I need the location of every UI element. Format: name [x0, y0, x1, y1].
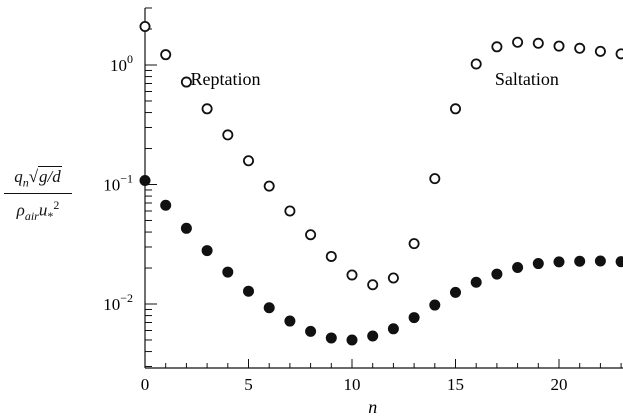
data-point-filled	[243, 285, 254, 297]
data-point-filled	[615, 256, 623, 268]
data-point-open	[180, 76, 192, 88]
data-point-open	[553, 40, 565, 52]
data-point-open	[449, 103, 461, 115]
data-point-filled	[201, 245, 213, 257]
y-label-air: air	[24, 209, 39, 224]
x-tick-label: 20	[551, 375, 568, 394]
data-point-filled	[387, 323, 399, 335]
data-point-open	[284, 205, 296, 217]
data-point-filled	[450, 286, 461, 298]
chart-axes	[144, 8, 623, 369]
data-point-filled	[553, 256, 565, 268]
data-point-open	[470, 58, 482, 70]
y-tick-label: 10−2	[103, 291, 133, 314]
data-point-open	[242, 155, 254, 167]
data-point-filled	[263, 302, 275, 314]
data-point-open	[532, 37, 544, 49]
data-point-open	[201, 103, 213, 115]
y-tick-label: 100	[110, 52, 133, 75]
data-point-open	[263, 180, 275, 192]
chart-labels: Reptation Saltation n	[191, 69, 559, 417]
y-label-rho: ρ	[16, 201, 25, 221]
data-point-filled	[491, 268, 503, 280]
data-point-open	[222, 129, 234, 141]
y-label-radical: g/d	[38, 166, 62, 186]
data-point-open	[408, 238, 420, 250]
data-point-open	[574, 42, 586, 54]
y-axis-label: qn√g/d ρairu*2	[4, 166, 72, 222]
data-point-open	[512, 36, 524, 48]
data-point-filled	[160, 199, 172, 211]
x-tick-label: 5	[244, 375, 253, 394]
y-label-gd: g/d	[39, 167, 61, 186]
data-point-open	[305, 229, 317, 241]
y-label-star: *	[47, 209, 54, 224]
data-point-filled	[470, 276, 482, 288]
data-point-open	[491, 41, 503, 53]
y-label-sq: 2	[53, 198, 60, 213]
y-axis-label-numerator: qn√g/d	[4, 166, 72, 195]
data-point-filled	[574, 255, 586, 267]
x-axis-label: n	[368, 397, 377, 417]
data-point-filled	[594, 255, 606, 267]
chart-marks	[139, 20, 623, 346]
x-tick-label: 0	[141, 375, 150, 394]
data-point-open	[429, 173, 441, 185]
data-point-open	[387, 272, 399, 284]
data-point-filled	[284, 315, 296, 327]
data-point-filled	[180, 222, 192, 234]
data-point-open	[325, 250, 337, 262]
x-tick-label: 15	[447, 375, 464, 394]
y-label-n: n	[22, 175, 29, 190]
data-point-open	[367, 279, 379, 291]
annotation-reptation: Reptation	[191, 69, 261, 89]
data-point-filled	[222, 266, 234, 278]
y-axis-label-denominator: ρairu*2	[4, 194, 72, 222]
data-point-filled	[346, 334, 358, 346]
data-point-filled	[512, 262, 524, 274]
x-tick-label: 10	[344, 375, 361, 394]
y-tick-label: 10−1	[103, 172, 133, 195]
y-label-q: q	[14, 167, 23, 186]
data-point-open	[139, 20, 151, 32]
annotation-saltation: Saltation	[495, 69, 559, 89]
data-point-open	[160, 49, 172, 61]
data-point-open	[594, 45, 606, 57]
data-point-filled	[325, 332, 337, 344]
y-label-u: u	[38, 201, 48, 221]
data-point-filled	[367, 330, 379, 342]
data-point-filled	[429, 299, 441, 311]
data-point-filled	[408, 312, 420, 324]
data-point-open	[615, 48, 623, 60]
data-point-filled	[532, 258, 544, 270]
data-point-filled	[305, 325, 317, 337]
data-point-open	[346, 269, 358, 281]
data-point-filled	[139, 175, 151, 187]
